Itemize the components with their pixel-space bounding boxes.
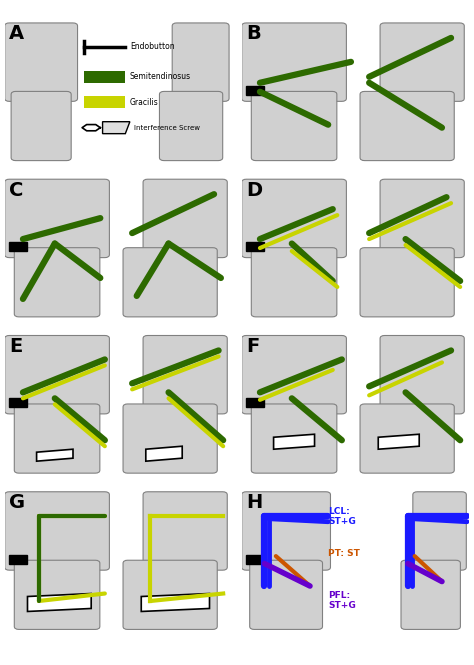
- FancyBboxPatch shape: [360, 247, 454, 317]
- FancyBboxPatch shape: [401, 560, 460, 629]
- Text: Gracilis: Gracilis: [130, 98, 159, 107]
- Polygon shape: [141, 593, 210, 612]
- Bar: [246, 242, 264, 251]
- Text: Semitendinosus: Semitendinosus: [130, 72, 191, 81]
- FancyBboxPatch shape: [360, 91, 454, 160]
- FancyBboxPatch shape: [251, 91, 337, 160]
- Bar: [84, 70, 125, 82]
- FancyBboxPatch shape: [380, 23, 464, 101]
- FancyBboxPatch shape: [143, 179, 227, 257]
- Polygon shape: [146, 446, 182, 462]
- FancyBboxPatch shape: [242, 179, 346, 257]
- Polygon shape: [102, 122, 130, 134]
- Polygon shape: [27, 593, 91, 612]
- Text: B: B: [246, 25, 261, 43]
- Bar: [9, 242, 27, 251]
- Bar: [9, 555, 27, 563]
- FancyBboxPatch shape: [14, 560, 100, 629]
- FancyBboxPatch shape: [143, 335, 227, 414]
- FancyBboxPatch shape: [380, 179, 464, 257]
- Text: G: G: [9, 493, 26, 512]
- FancyBboxPatch shape: [5, 491, 109, 570]
- Text: H: H: [246, 493, 263, 512]
- Text: E: E: [9, 337, 23, 356]
- Text: D: D: [246, 181, 263, 200]
- Text: Interference Screw: Interference Screw: [135, 124, 201, 131]
- FancyBboxPatch shape: [123, 404, 217, 473]
- FancyBboxPatch shape: [250, 560, 322, 629]
- Polygon shape: [36, 450, 73, 462]
- Polygon shape: [378, 434, 419, 450]
- FancyBboxPatch shape: [242, 335, 346, 414]
- FancyBboxPatch shape: [5, 23, 78, 101]
- Text: C: C: [9, 181, 24, 200]
- Text: Endobutton: Endobutton: [130, 43, 174, 51]
- FancyBboxPatch shape: [251, 404, 337, 473]
- FancyBboxPatch shape: [5, 335, 109, 414]
- FancyBboxPatch shape: [123, 247, 217, 317]
- FancyBboxPatch shape: [251, 247, 337, 317]
- Text: F: F: [246, 337, 260, 356]
- FancyBboxPatch shape: [380, 335, 464, 414]
- Bar: [84, 96, 125, 108]
- FancyBboxPatch shape: [172, 23, 229, 101]
- Bar: [246, 86, 264, 95]
- Text: PFL:
ST+G: PFL: ST+G: [328, 591, 356, 610]
- Polygon shape: [273, 434, 315, 450]
- FancyBboxPatch shape: [242, 23, 346, 101]
- FancyBboxPatch shape: [360, 404, 454, 473]
- FancyBboxPatch shape: [242, 491, 330, 570]
- FancyBboxPatch shape: [5, 179, 109, 257]
- Bar: [246, 555, 264, 563]
- FancyBboxPatch shape: [11, 91, 71, 160]
- FancyBboxPatch shape: [14, 404, 100, 473]
- Text: LCL:
ST+G: LCL: ST+G: [328, 507, 356, 526]
- FancyBboxPatch shape: [143, 491, 227, 570]
- FancyBboxPatch shape: [159, 91, 223, 160]
- FancyBboxPatch shape: [14, 247, 100, 317]
- Text: A: A: [9, 25, 25, 43]
- Bar: [246, 398, 264, 407]
- FancyBboxPatch shape: [413, 491, 466, 570]
- Text: PT: ST: PT: ST: [328, 549, 360, 558]
- FancyBboxPatch shape: [123, 560, 217, 629]
- Bar: [9, 398, 27, 407]
